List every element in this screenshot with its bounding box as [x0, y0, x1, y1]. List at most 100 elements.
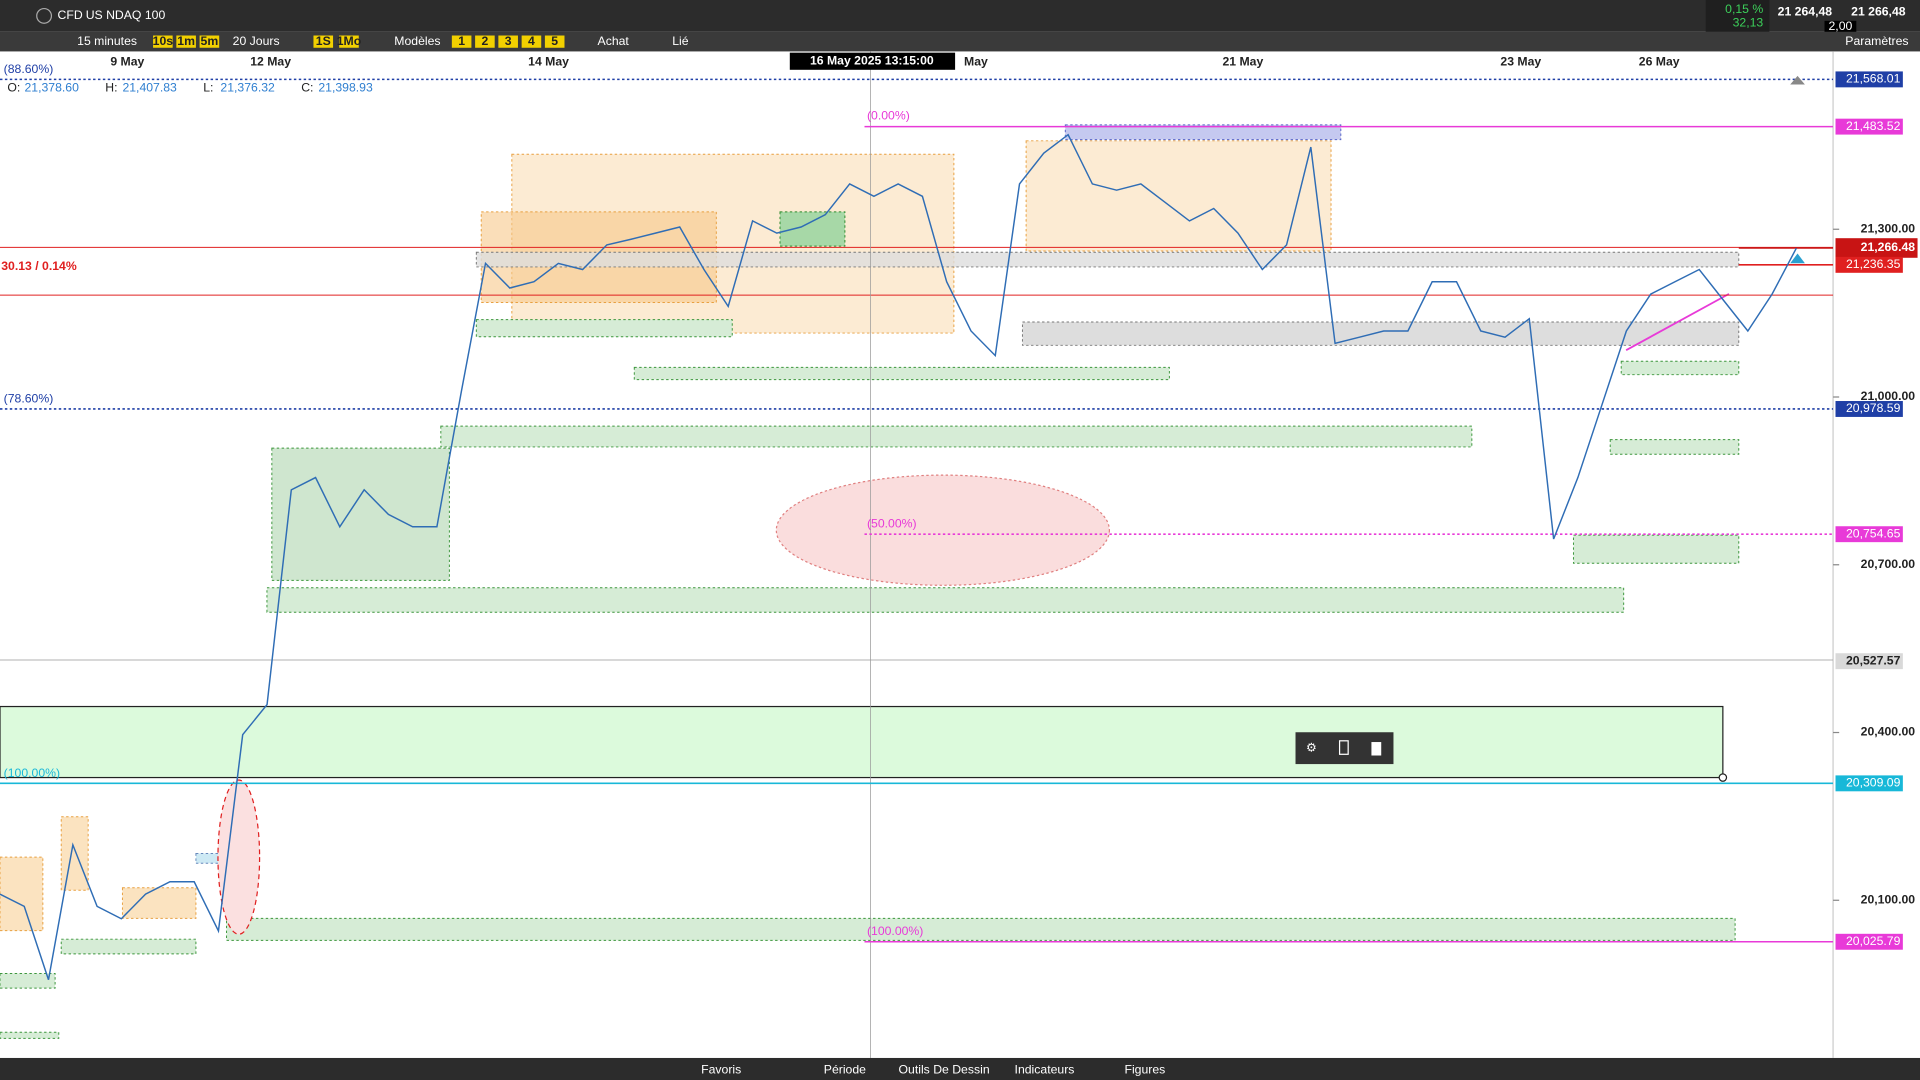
level-label: 21,266.48	[1861, 240, 1916, 254]
slot[interactable]: 3	[505, 34, 512, 48]
quick2[interactable]: 1S	[316, 34, 331, 48]
ohlc-value: 21,407.83	[122, 80, 177, 94]
level-box	[1835, 653, 1903, 670]
handle[interactable]	[1718, 773, 1728, 782]
date-label: May	[964, 55, 988, 69]
spread: 2,00	[1829, 19, 1853, 33]
templates[interactable]: Modèles	[394, 34, 440, 48]
ohlc-key: H:	[105, 80, 117, 94]
quick2-box[interactable]	[339, 35, 359, 48]
slot[interactable]: 1	[458, 34, 465, 48]
date-label: 14 May	[528, 55, 569, 69]
y-tick-label: 21,300.00	[1861, 221, 1916, 235]
fib-label: (88.60%)	[4, 62, 54, 76]
quick-box[interactable]	[153, 35, 173, 48]
measure: 30.13 / 0.14%	[1, 259, 77, 273]
date-label: 9 May	[110, 55, 144, 69]
quick2[interactable]: 1Mo	[337, 34, 361, 48]
footer-tab[interactable]: Outils De Dessin	[899, 1062, 990, 1076]
quick-box[interactable]	[176, 35, 196, 48]
ohlc-value: 21,378.60	[24, 80, 79, 94]
level-box	[1835, 933, 1903, 950]
slot-box[interactable]	[451, 35, 472, 48]
toolbar	[0, 31, 1920, 52]
slot[interactable]: 2	[481, 34, 488, 48]
delete[interactable]	[1371, 742, 1382, 756]
level-label: 20,025.79	[1846, 934, 1901, 948]
settings[interactable]: Paramètres	[1845, 34, 1908, 48]
footer-tab[interactable]: Favoris	[701, 1062, 741, 1076]
trend-line	[1625, 293, 1730, 352]
level-box	[1835, 238, 1918, 258]
change-pct: 0,15 %	[1725, 2, 1763, 16]
ohlc-key: L:	[203, 80, 213, 94]
gear[interactable]: ⚙	[1306, 740, 1317, 754]
alert	[1790, 75, 1805, 85]
level-label: 21,236.35	[1846, 257, 1901, 271]
ohlc-value: 21,376.32	[220, 80, 275, 94]
level-box	[1835, 401, 1903, 417]
slot[interactable]: 4	[528, 34, 535, 48]
copy[interactable]	[1338, 740, 1349, 755]
ohlc-key: C:	[301, 80, 313, 94]
level-label: 20,754.65	[1846, 526, 1901, 540]
date-label: 21 May	[1222, 55, 1263, 69]
y-tick-label: 21,000.00	[1861, 389, 1916, 403]
footer-tab[interactable]: Figures	[1124, 1062, 1165, 1076]
crosshair-box	[789, 52, 956, 70]
link[interactable]: Lié	[672, 34, 689, 48]
bid[interactable]: 21 264,48	[1778, 4, 1833, 18]
quick[interactable]: 10s	[153, 34, 174, 48]
y-tick-label: 20,700.00	[1861, 557, 1916, 571]
fib-label: (78.60%)	[4, 391, 54, 405]
crosshair-date: 16 May 2025 13:15:00	[810, 53, 934, 67]
level-box	[1835, 775, 1903, 792]
level-box	[1835, 71, 1903, 88]
date-label: 12 May	[250, 55, 291, 69]
level-box	[1835, 118, 1903, 135]
level-label: 21,483.52	[1846, 119, 1901, 133]
range[interactable]: 20 Jours	[233, 34, 280, 48]
quick2-box[interactable]	[313, 35, 334, 48]
quick-box[interactable]	[199, 35, 220, 48]
slot-box[interactable]	[475, 35, 495, 48]
footer-tab[interactable]: Période	[824, 1062, 866, 1076]
level-box	[1835, 256, 1903, 273]
slot-box[interactable]	[498, 35, 518, 48]
footer-tab[interactable]: Indicateurs	[1015, 1062, 1075, 1076]
ohlc-value: 21,398.93	[318, 80, 373, 94]
fib-label: (100.00%)	[4, 766, 60, 780]
selected-zone[interactable]	[0, 705, 1724, 779]
fib-label: (50.00%)	[867, 516, 917, 530]
quick[interactable]: 1m	[177, 34, 195, 48]
level-label: 20,309.09	[1846, 776, 1901, 790]
date-label: 26 May	[1639, 55, 1680, 69]
instrument[interactable]: US NDAQ 100	[86, 8, 166, 22]
level-label: 20,978.59	[1846, 401, 1901, 415]
change: 32,13	[1733, 15, 1764, 29]
slot[interactable]: 5	[551, 34, 558, 48]
y-tick-label: 20,400.00	[1861, 725, 1916, 739]
y-tick-label: 20,100.00	[1861, 893, 1916, 907]
footer-bar	[0, 1057, 1920, 1080]
period[interactable]: 15 minutes	[77, 34, 137, 48]
slot-box[interactable]	[521, 35, 542, 48]
slot-box[interactable]	[544, 35, 565, 48]
header-bar	[0, 0, 1920, 32]
ohlc-key: O:	[7, 80, 20, 94]
price-line	[0, 133, 1797, 980]
buy[interactable]: Achat	[598, 34, 630, 48]
quick[interactable]: 5m	[201, 34, 219, 48]
icon	[36, 7, 53, 24]
level-box	[1835, 526, 1903, 543]
change-box	[1705, 0, 1770, 32]
zones	[0, 124, 1740, 1039]
badge: CFD	[58, 8, 83, 22]
level-label: 21,568.01	[1846, 72, 1901, 86]
level-label: 20,527.57	[1846, 653, 1901, 667]
ask[interactable]: 21 266,48	[1851, 4, 1906, 18]
ellipse	[775, 474, 1110, 586]
date-label: 23 May	[1500, 55, 1541, 69]
